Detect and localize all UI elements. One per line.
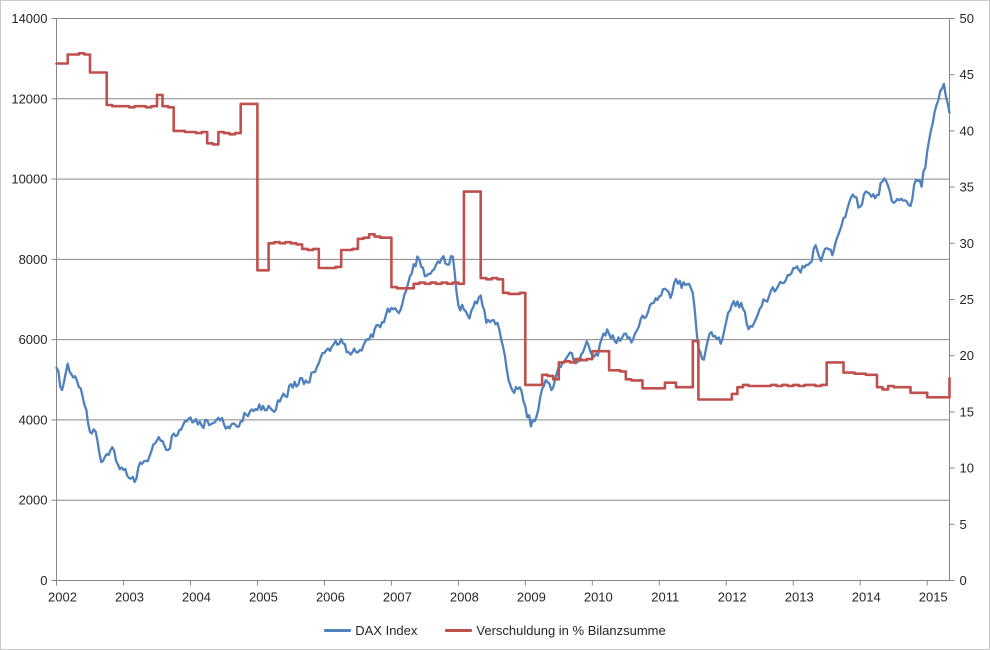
right-axis-label: 30 xyxy=(960,236,974,251)
left-axis-label: 0 xyxy=(40,573,47,588)
x-axis-label: 2009 xyxy=(517,590,546,605)
x-axis-label: 2004 xyxy=(182,590,211,605)
x-axis-label: 2014 xyxy=(852,590,881,605)
right-axis-label: 0 xyxy=(960,573,967,588)
left-axis-label: 6000 xyxy=(19,332,48,347)
x-axis-label: 2011 xyxy=(651,590,679,605)
x-axis-label: 2002 xyxy=(48,590,77,605)
x-axis-label: 2008 xyxy=(450,590,479,605)
left-axis-label: 14000 xyxy=(11,11,47,26)
left-axis-label: 8000 xyxy=(19,252,48,267)
legend-label-verschuldung: Verschuldung in % Bilanzsumme xyxy=(476,622,666,638)
x-axis-label: 2012 xyxy=(718,590,747,605)
x-axis-label: 2005 xyxy=(249,590,278,605)
legend-line-sample-dax xyxy=(324,628,352,632)
right-axis-label: 10 xyxy=(960,461,974,476)
legend-label-dax: DAX Index xyxy=(355,622,418,638)
chart-legend: DAX Index Verschuldung in % Bilanzsumme xyxy=(1,618,989,642)
left-axis-label: 12000 xyxy=(11,91,47,106)
right-axis-label: 50 xyxy=(960,11,974,26)
right-axis-label: 45 xyxy=(960,67,974,82)
x-axis-label: 2006 xyxy=(316,590,345,605)
x-axis-label: 2003 xyxy=(115,590,144,605)
series-dax-line xyxy=(55,82,951,484)
right-axis-label: 15 xyxy=(960,404,974,419)
x-axis-label: 2013 xyxy=(785,590,814,605)
right-axis-label: 5 xyxy=(960,517,967,532)
x-axis-label: 2007 xyxy=(383,590,412,605)
series-verschuldung-line xyxy=(55,52,951,401)
x-axis-label: 2015 xyxy=(919,590,948,605)
left-axis-label: 10000 xyxy=(11,172,47,187)
legend-item-verschuldung: Verschuldung in % Bilanzsumme xyxy=(445,622,666,638)
right-axis-label: 40 xyxy=(960,123,974,138)
legend-line-sample-verschuldung xyxy=(445,628,473,632)
x-axis-label: 2010 xyxy=(584,590,613,605)
right-axis-label: 20 xyxy=(960,348,974,363)
right-axis-label: 25 xyxy=(960,292,974,307)
left-axis-label: 2000 xyxy=(19,493,48,508)
left-axis-label: 4000 xyxy=(19,412,48,427)
right-axis-label: 35 xyxy=(960,180,974,195)
legend-item-dax: DAX Index xyxy=(324,623,417,638)
